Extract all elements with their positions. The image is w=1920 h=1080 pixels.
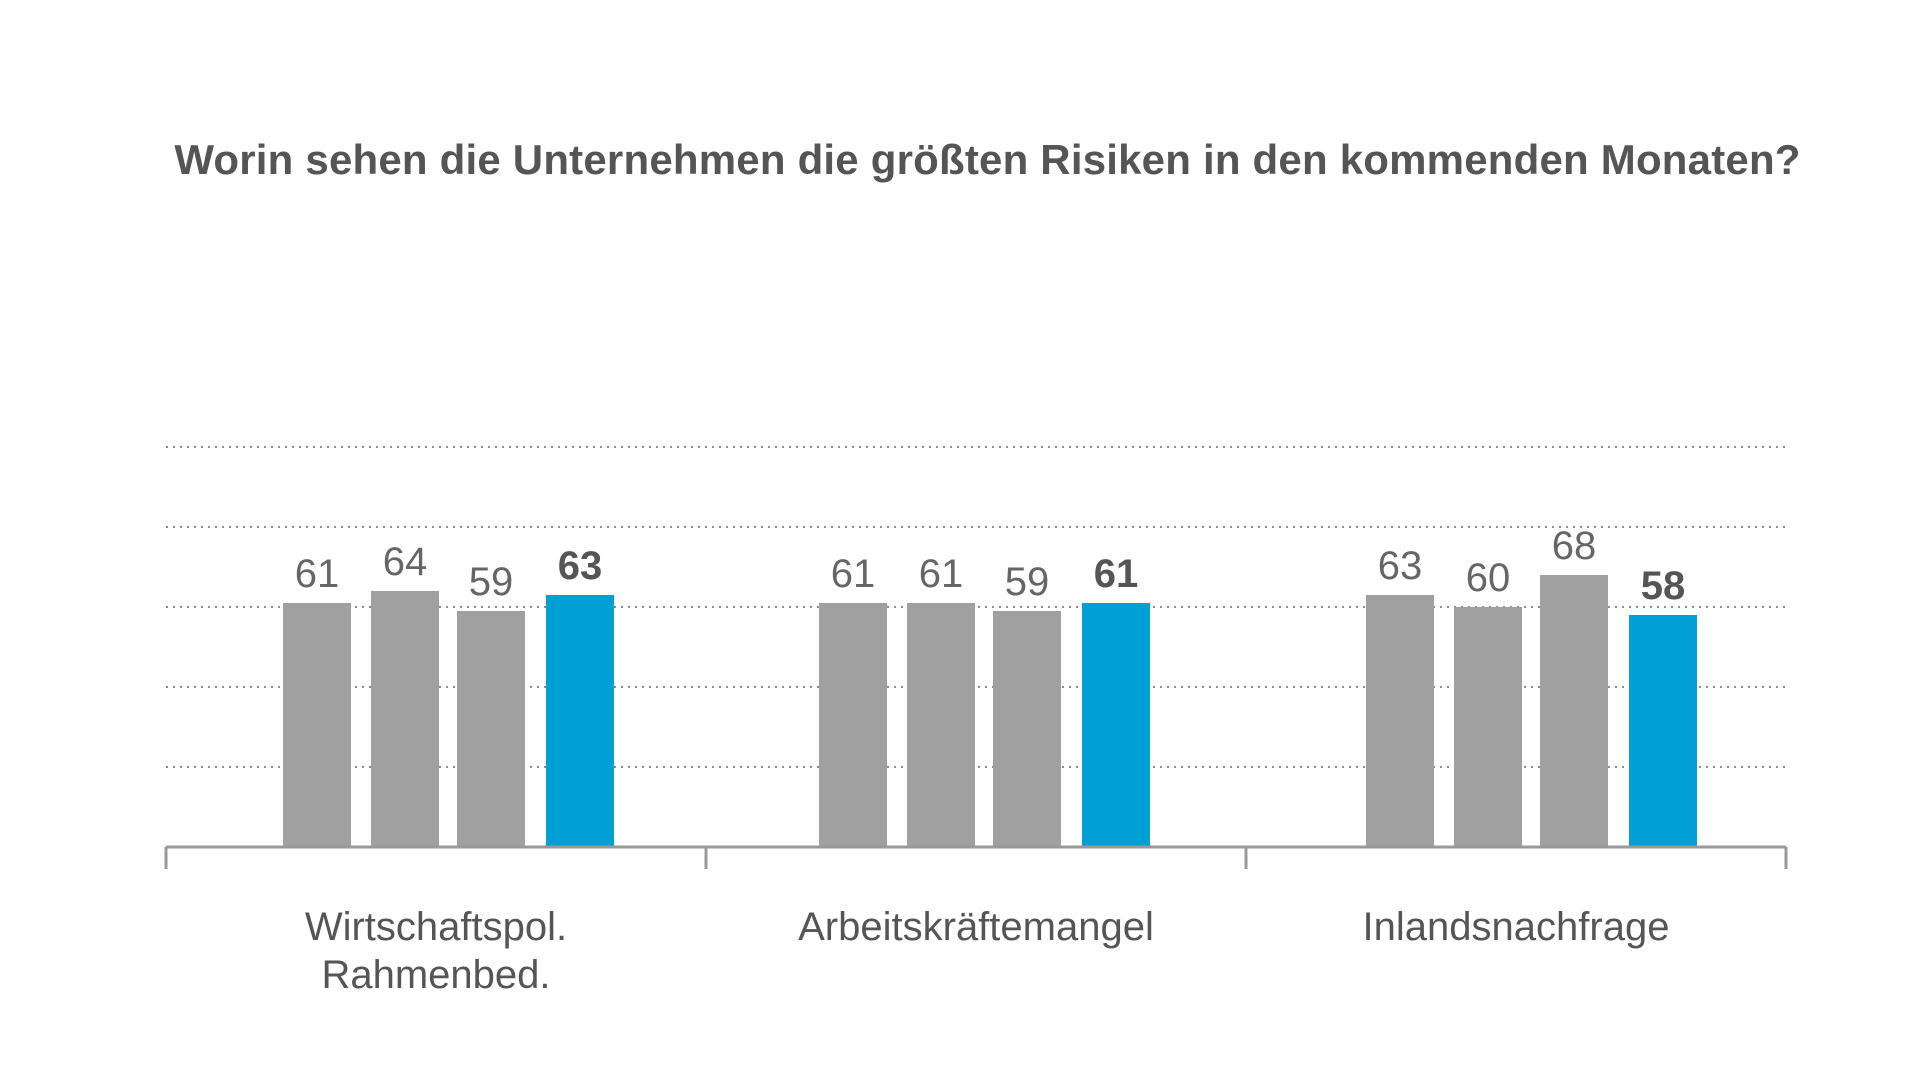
value-labels: 61 61 63 64 61 60 59 59 68 63 61 58 <box>295 524 1686 608</box>
bar-s1-c1 <box>283 603 351 847</box>
chart-title: Worin sehen die Unternehmen die größten … <box>174 136 1801 183</box>
bar-s3-c2 <box>993 611 1061 847</box>
value-label-s4-c2: 61 <box>1094 552 1139 596</box>
bar-s2-c2 <box>907 603 975 847</box>
value-label-s3-c1: 59 <box>469 560 514 604</box>
bar-s1-c2 <box>819 603 887 847</box>
bar-s3-c1 <box>457 611 525 847</box>
value-label-s2-c2: 61 <box>919 552 964 596</box>
value-label-s1-c2: 61 <box>831 552 876 596</box>
category-label-line: Inlandsnachfrage <box>1363 905 1670 949</box>
x-axis <box>164 845 1788 869</box>
bar-s4-c1 <box>546 595 614 847</box>
bar-s1-c3 <box>1366 595 1434 847</box>
category-label-3: Inlandsnachfrage <box>1363 905 1670 949</box>
value-label-s4-c3: 58 <box>1641 564 1686 608</box>
category-label-line: Wirtschaftspol. <box>305 905 567 949</box>
bar-s4-c3 <box>1629 615 1697 847</box>
bar-s4-c2 <box>1082 603 1150 847</box>
category-label-2: Arbeitskräftemangel <box>798 905 1154 949</box>
value-label-s2-c1: 64 <box>383 540 428 584</box>
category-label-line: Arbeitskräftemangel <box>798 905 1154 949</box>
value-label-s2-c3: 60 <box>1466 556 1511 600</box>
bars <box>283 575 1697 847</box>
value-label-s3-c3: 68 <box>1552 524 1597 568</box>
category-label-line: Rahmenbed. <box>321 953 550 997</box>
value-label-s1-c1: 61 <box>295 552 340 596</box>
bar-s3-c3 <box>1540 575 1608 847</box>
value-label-s4-c1: 63 <box>558 544 603 588</box>
category-labels: Wirtschaftspol. Rahmenbed. Arbeitskräftema… <box>305 905 1670 997</box>
category-label-1: Wirtschaftspol. Rahmenbed. <box>305 905 567 997</box>
bar-s2-c3 <box>1454 607 1522 847</box>
bar-s2-c1 <box>371 591 439 847</box>
value-label-s1-c3: 63 <box>1378 544 1423 588</box>
value-label-s3-c2: 59 <box>1005 560 1050 604</box>
